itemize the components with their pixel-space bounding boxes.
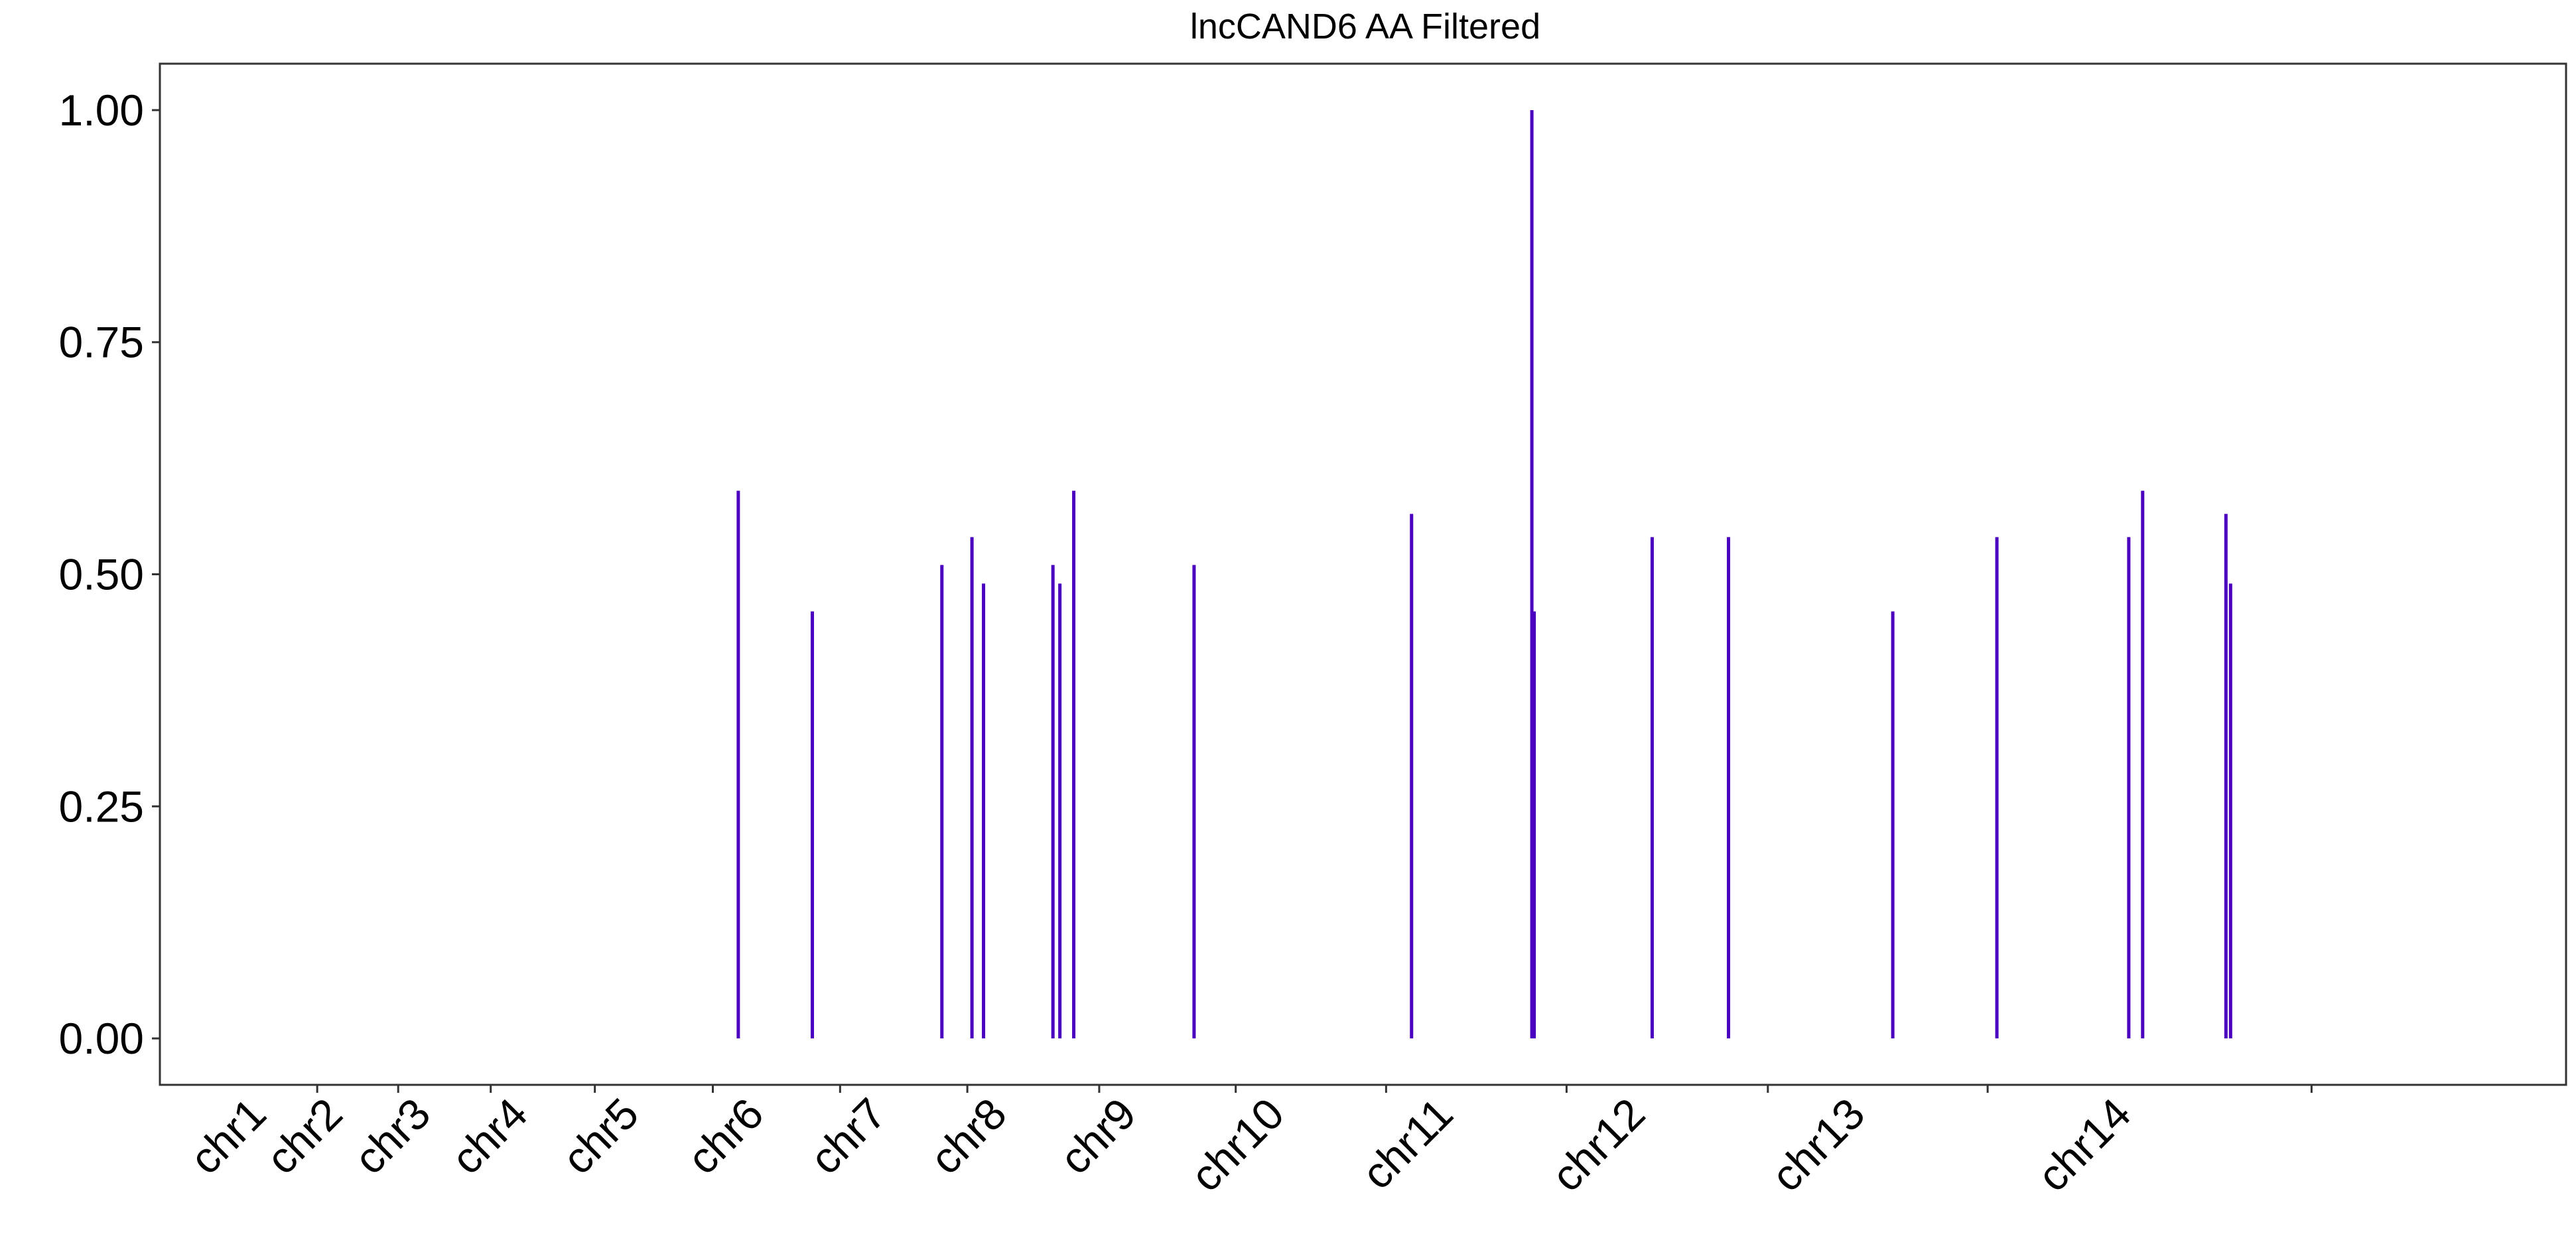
y-tick-label: 0.00: [59, 1014, 144, 1063]
y-tick-label: 1.00: [59, 86, 144, 135]
y-axis: 0.00 0.25 0.50 0.75 1.00: [59, 86, 160, 1063]
plot-area: [736, 109, 2232, 1039]
y-tick-label: 0.75: [59, 318, 144, 367]
y-tick-label: 0.50: [59, 550, 144, 599]
chart-title: lncCAND6 AA Filtered: [1190, 7, 1540, 46]
y-tick-label: 0.25: [59, 782, 144, 831]
